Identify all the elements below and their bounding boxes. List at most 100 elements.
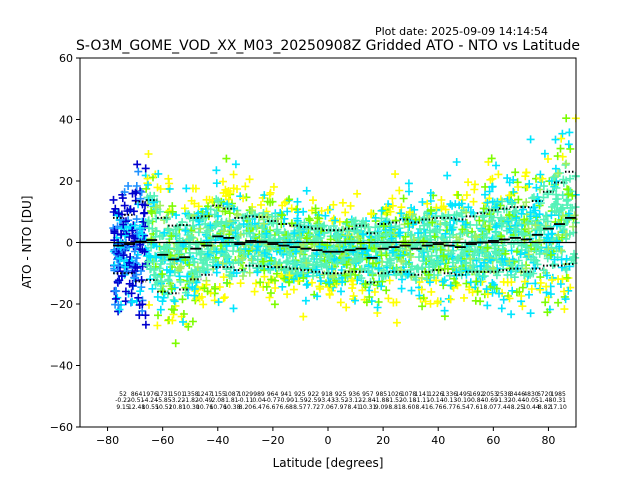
scatter-point: [235, 247, 244, 256]
scatter-point: [250, 287, 259, 296]
scatter-point: [421, 297, 430, 306]
bin-mean-label: 0.04: [252, 397, 266, 404]
scatter-point: [302, 234, 311, 243]
scatter-point: [320, 221, 329, 230]
scatter-point: [151, 203, 160, 212]
scatter-point: [320, 270, 329, 279]
bin-std-label: 17.10: [550, 404, 567, 411]
scatter-point: [389, 298, 398, 307]
scatter-point: [415, 291, 424, 300]
x-axis-label: Latitude [degrees]: [273, 456, 384, 470]
scatter-point: [129, 207, 138, 216]
scatter-point: [309, 261, 317, 270]
scatter-point: [503, 194, 512, 203]
scatter-point: [548, 275, 556, 284]
scatter-point: [316, 277, 325, 286]
scatter-point: [267, 275, 276, 284]
scatter-point: [372, 255, 380, 263]
scatter-point: [406, 253, 415, 261]
scatter-point: [562, 215, 570, 224]
scatter-point: [272, 261, 281, 270]
scatter-point: [140, 231, 149, 240]
scatter-point: [239, 220, 248, 229]
scatter-point: [311, 225, 320, 234]
scatter-point: [375, 231, 384, 240]
scatter-point: [132, 215, 141, 224]
scatter-point: [166, 260, 175, 268]
scatter-point: [493, 207, 502, 216]
scatter-point: [438, 277, 447, 286]
scatter-point: [109, 224, 118, 233]
scatter-point: [524, 250, 533, 259]
scatter-point: [262, 282, 271, 291]
scatter-point: [432, 244, 440, 253]
scatter-point: [182, 184, 191, 193]
scatter-point: [517, 209, 526, 218]
scatter-point: [135, 311, 144, 320]
scatter-point: [206, 205, 215, 214]
scatter-point: [290, 260, 298, 269]
scatter-point: [202, 254, 211, 263]
scatter-point: [388, 201, 397, 210]
scatter-point: [510, 273, 519, 282]
scatter-point: [322, 259, 330, 268]
scatter-point: [197, 292, 206, 301]
scatter-point: [462, 191, 471, 200]
scatter-point: [350, 227, 359, 236]
bin-std-label: 7.72: [307, 404, 321, 411]
scatter-point: [215, 283, 224, 291]
scatter-point: [199, 300, 208, 309]
scatter-point: [522, 198, 531, 207]
scatter-point: [474, 248, 483, 257]
scatter-point: [271, 212, 280, 221]
scatter-point: [265, 293, 274, 302]
scatter-point: [505, 257, 514, 265]
scatter-point: [134, 167, 143, 176]
scatter-point: [514, 256, 523, 265]
scatter-point: [441, 220, 450, 229]
scatter-point: [477, 225, 486, 234]
bin-count-label: 989: [253, 391, 265, 398]
scatter-point: [166, 266, 175, 275]
scatter-point: [442, 237, 451, 245]
scatter-point: [210, 210, 219, 219]
scatter-point: [155, 264, 164, 273]
bin-count-label: 4830: [523, 391, 538, 398]
scatter-point: [179, 317, 187, 326]
scatter-point: [112, 287, 121, 296]
y-tick-label: 60: [59, 52, 73, 65]
scatter-point: [211, 219, 220, 228]
scatter-point: [420, 221, 429, 230]
scatter-point: [278, 282, 287, 291]
scatter-point: [329, 243, 338, 252]
scatter-point: [282, 231, 291, 240]
scatter-point: [176, 277, 185, 286]
scatter-point: [465, 245, 474, 254]
scatter-point: [144, 150, 153, 158]
scatter-point: [511, 168, 520, 177]
scatter-point: [404, 219, 412, 228]
scatter-point: [290, 229, 299, 238]
scatter-point: [447, 249, 456, 258]
scatter-point: [510, 207, 519, 216]
scatter-point: [304, 214, 313, 223]
scatter-point: [439, 251, 448, 260]
scatter-point: [210, 296, 219, 305]
scatter-point: [262, 229, 271, 238]
bin-std-label: 6.77: [443, 404, 457, 411]
scatter-point: [115, 276, 124, 285]
scatter-point: [167, 232, 176, 241]
scatter-point: [131, 263, 140, 271]
scatter-point: [196, 224, 205, 233]
bin-mean-label: -0.31: [550, 397, 566, 404]
scatter-point: [423, 199, 432, 208]
scatter-point: [113, 277, 122, 286]
scatter-point: [550, 255, 559, 264]
scatter-point: [342, 218, 351, 227]
scatter-point: [546, 251, 555, 259]
bin-std-label: 8.25: [511, 404, 525, 411]
scatter-point: [259, 257, 268, 266]
scatter-point: [292, 247, 301, 256]
scatter-point: [142, 184, 151, 193]
scatter-point: [214, 298, 223, 307]
